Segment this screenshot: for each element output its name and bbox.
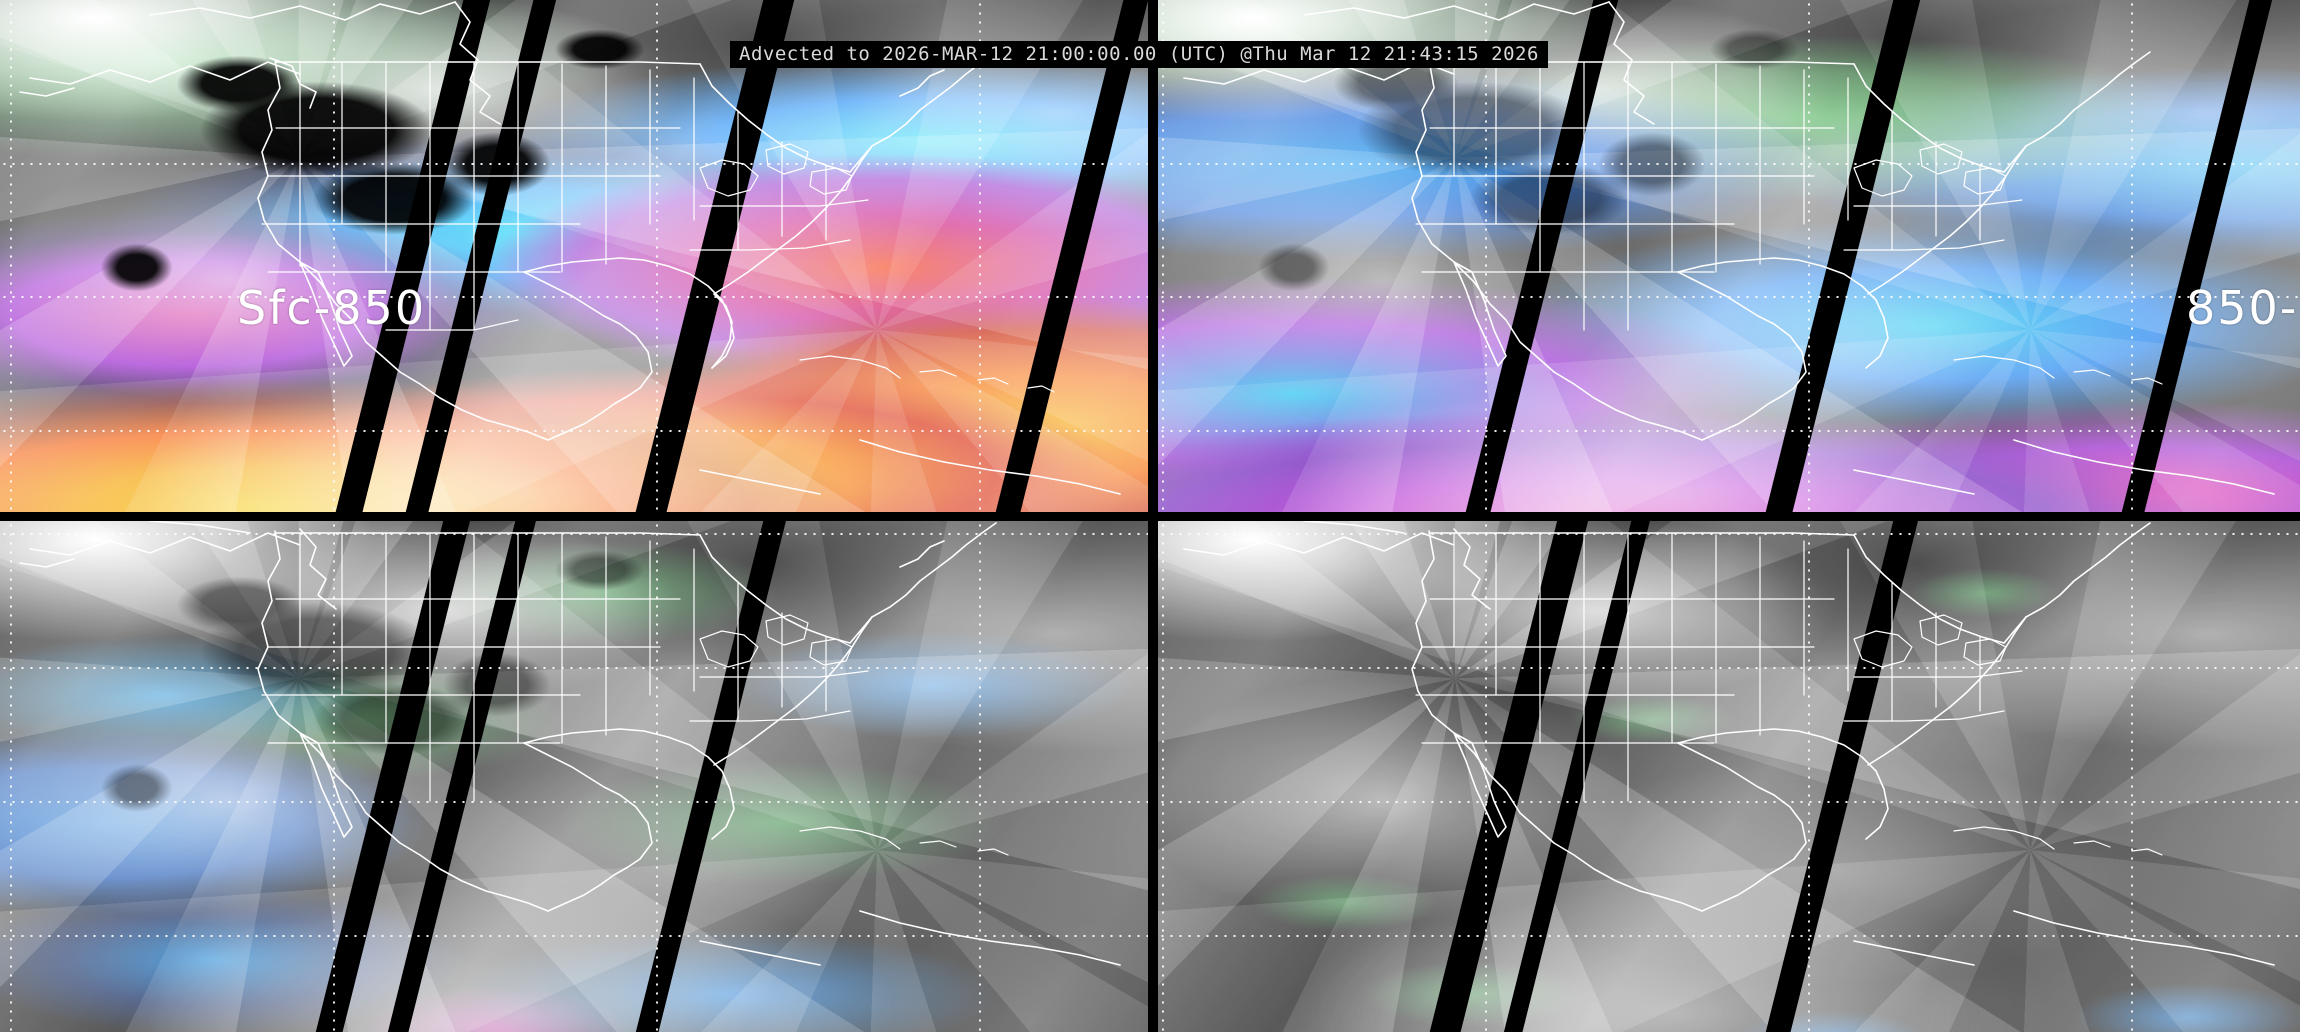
panel-label-850-700: 850-700 — [2186, 281, 2300, 335]
dry-air-mask — [1158, 0, 2300, 512]
panel-700-500[interactable]: 700-500 — [0, 521, 1148, 1032]
dry-air-mask — [0, 521, 1148, 1032]
panel-sfc-850[interactable]: Sfc-850 — [0, 0, 1148, 512]
panel-divider-horizontal — [0, 512, 2300, 521]
timestamp-title-strip: Advected to 2026-MAR-12 21:00:00.00 (UTC… — [730, 41, 1548, 68]
panel-label-sfc-850: Sfc-850 — [237, 281, 427, 335]
panel-850-700[interactable]: 850-700 — [1158, 0, 2300, 512]
panel-500-300[interactable]: 500-300 — [1158, 521, 2300, 1032]
dry-air-mask — [0, 0, 1148, 512]
